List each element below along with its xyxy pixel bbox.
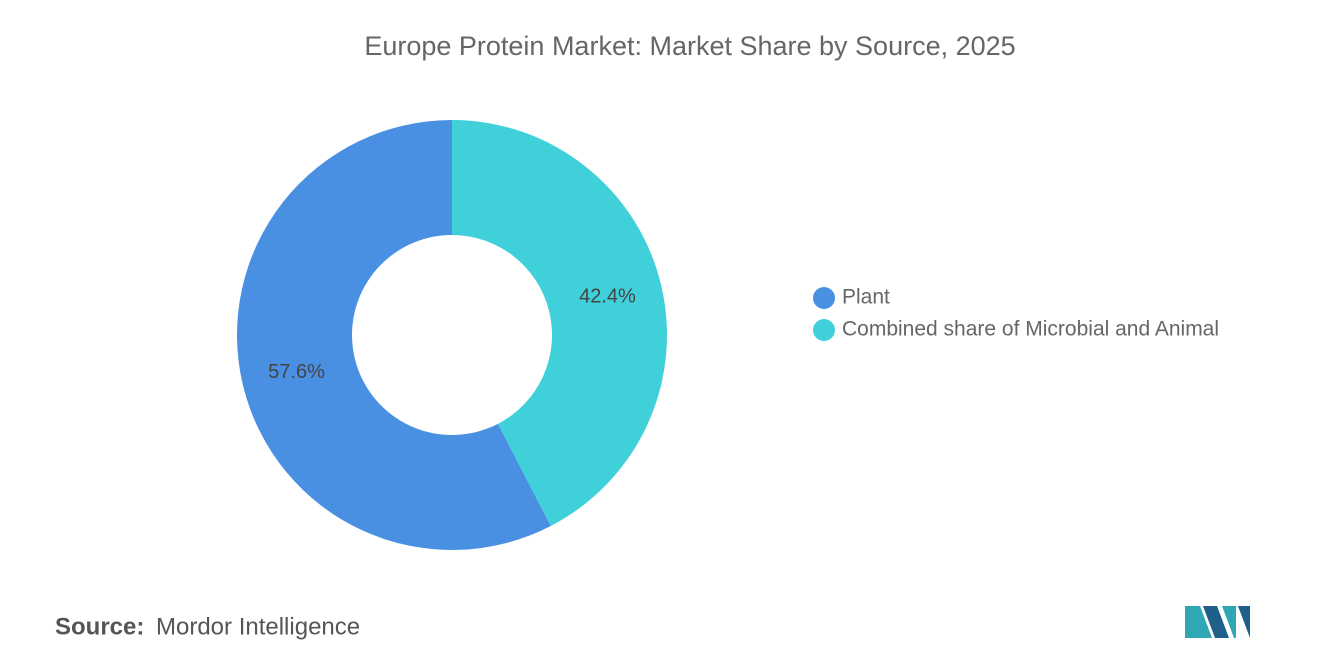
logo bbox=[1185, 606, 1250, 638]
data-label: 57.6% bbox=[268, 361, 325, 383]
slice bbox=[452, 120, 668, 526]
chart-title: Europe Protein Market: Market Share by S… bbox=[364, 31, 1015, 61]
legend-label: Combined share of Microbial and Animal bbox=[842, 318, 1219, 341]
slice bbox=[237, 120, 551, 551]
donut: 57.6% 42.4% bbox=[237, 120, 668, 551]
source-label: Source: bbox=[55, 613, 144, 640]
data-label: 42.4% bbox=[579, 285, 636, 307]
legend-marker bbox=[813, 319, 835, 341]
source-text: Mordor Intelligence bbox=[156, 613, 360, 640]
legend: Plant Combined share of Microbial and Ani… bbox=[813, 286, 1219, 341]
legend-label: Plant bbox=[842, 286, 890, 309]
legend-marker bbox=[813, 287, 835, 309]
